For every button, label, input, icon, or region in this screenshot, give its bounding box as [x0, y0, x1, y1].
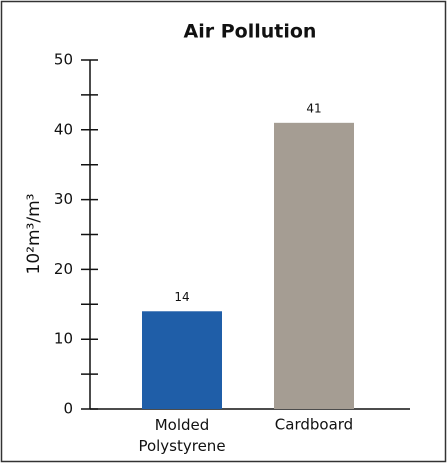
- bar: [142, 311, 222, 409]
- y-tick-label: 10: [54, 330, 73, 348]
- y-tick-label: 50: [54, 51, 73, 69]
- x-tick-label: Cardboard: [275, 416, 353, 434]
- bar: [274, 122, 354, 409]
- y-tick-label: 20: [54, 260, 73, 278]
- x-tick-label: Molded Polystyrene: [138, 416, 225, 455]
- y-tick-label: 30: [54, 190, 73, 208]
- value-label: 14: [174, 290, 189, 304]
- chart-title: Air Pollution: [184, 21, 317, 43]
- value-label: 41: [306, 101, 321, 115]
- y-tick-label: 40: [54, 120, 73, 138]
- y-axis-label: 10²m³/m³: [24, 194, 44, 275]
- y-tick-label: 0: [63, 400, 73, 418]
